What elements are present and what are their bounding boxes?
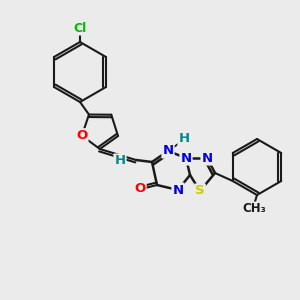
Text: CH₃: CH₃	[242, 202, 266, 215]
Text: N: N	[180, 152, 192, 164]
Text: H: H	[178, 133, 190, 146]
Text: N: N	[162, 145, 174, 158]
Text: O: O	[76, 129, 88, 142]
Text: H: H	[114, 154, 126, 167]
Text: O: O	[134, 182, 146, 194]
Text: S: S	[195, 184, 205, 197]
Text: N: N	[201, 152, 213, 164]
Text: Cl: Cl	[74, 22, 87, 34]
Text: N: N	[172, 184, 184, 196]
